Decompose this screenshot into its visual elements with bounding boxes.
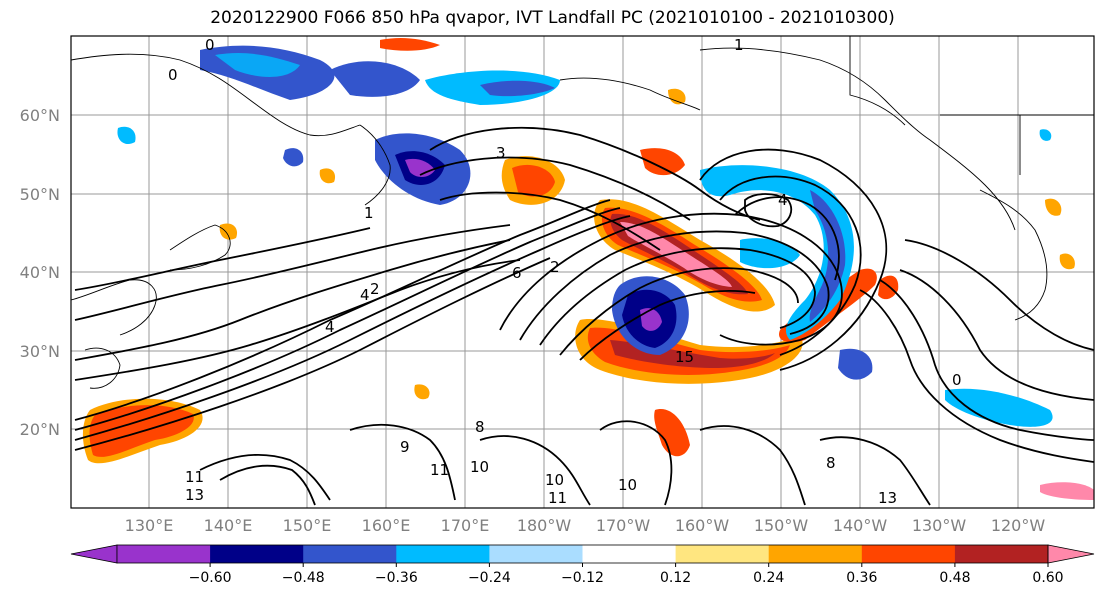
- colorbar-tick-label: −0.36: [375, 570, 418, 586]
- contour-label: 0: [952, 371, 962, 389]
- lon-label: 150°E: [283, 516, 332, 535]
- lon-label: 140°E: [204, 516, 253, 535]
- contour-label: 11: [185, 468, 204, 486]
- lon-label: 160°W: [675, 516, 730, 535]
- lat-label: 50°N: [20, 185, 60, 204]
- colorbar-tick-label: 0.36: [846, 570, 877, 586]
- map-border: [70, 35, 1095, 509]
- colorbar-segment: [675, 545, 770, 563]
- longitude-axis: 130°E 140°E 150°E 160°E 170°E 180°W 170°…: [125, 516, 1046, 535]
- contour-label: 3: [496, 144, 506, 162]
- colorbar-tick-label: 0.48: [939, 570, 970, 586]
- contour-label: 2: [550, 258, 560, 276]
- colorbar-tick-label: −0.12: [561, 570, 604, 586]
- contour-label: 13: [185, 486, 204, 504]
- latitude-axis: 60°N 50°N 40°N 30°N 20°N: [20, 106, 60, 439]
- lat-label: 30°N: [20, 342, 60, 361]
- contour-label: 0: [168, 66, 178, 84]
- colorbar-segment: [210, 545, 304, 563]
- contour-label: 13: [878, 489, 897, 507]
- contour-label: 11: [430, 461, 449, 479]
- contour-label: 0: [205, 36, 215, 54]
- colorbar-segment: [954, 545, 1049, 563]
- colorbar-segment: [396, 545, 490, 563]
- lon-label: 160°E: [362, 516, 411, 535]
- contour-label: 11: [548, 489, 567, 507]
- contour-label: 8: [826, 454, 836, 472]
- contour-label: 1: [734, 36, 744, 54]
- colorbar: −0.60 −0.48 −0.36 −0.24 −0.12 0.12 0.24 0.36 0.4…: [70, 544, 1095, 586]
- colorbar-tick-label: 0.60: [1032, 570, 1063, 586]
- contour-label: 10: [470, 458, 489, 476]
- map-title: 2020122900 F066 850 hPa qvapor, IVT Land…: [210, 8, 895, 28]
- contour-label: 10: [545, 471, 564, 489]
- colorbar-tick-label: 0.12: [660, 570, 691, 586]
- lon-label: 120°W: [991, 516, 1046, 535]
- colorbar-segment: [117, 545, 211, 563]
- colorbar-segment: [768, 545, 863, 563]
- contour-label: 10: [618, 476, 637, 494]
- coastlines: [71, 36, 1094, 389]
- contour-label: 9: [400, 438, 410, 456]
- map-plot-area: [71, 36, 1094, 508]
- colorbar-extend-high: [1047, 544, 1095, 564]
- contour-label: 4: [360, 286, 370, 304]
- lon-label: 150°W: [754, 516, 809, 535]
- colorbar-tick-label: 0.24: [753, 570, 784, 586]
- colorbar-extend-low: [70, 544, 118, 564]
- colorbar-segment: [489, 545, 583, 563]
- contour-label-group: 0 0 1 3 1 2 4 2 4 6 8 9 10 11 13 11 10 1…: [168, 36, 962, 507]
- lon-label: 170°E: [441, 516, 490, 535]
- colorbar-tick-label: −0.48: [282, 570, 325, 586]
- lon-label: 130°W: [912, 516, 967, 535]
- ivt-contours: [74, 126, 1094, 506]
- contour-label: 8: [475, 418, 485, 436]
- colorbar-segment: [582, 545, 677, 563]
- contour-label: 4: [325, 318, 335, 336]
- lon-label: 140°W: [833, 516, 888, 535]
- lat-label: 60°N: [20, 106, 60, 125]
- contour-label: 15: [675, 348, 694, 366]
- lon-label: 130°E: [125, 516, 174, 535]
- colorbar-segment: [861, 545, 956, 563]
- colorbar-tick-label: −0.60: [189, 570, 232, 586]
- colorbar-segment: [303, 545, 397, 563]
- contour-label: 1: [364, 204, 374, 222]
- contour-label: 2: [370, 280, 380, 298]
- lon-label: 170°W: [596, 516, 651, 535]
- contour-label: 6: [512, 264, 522, 282]
- colorbar-tick-label: −0.24: [468, 570, 511, 586]
- contour-label: 4: [778, 191, 788, 209]
- lat-label: 40°N: [20, 263, 60, 282]
- lat-label: 20°N: [20, 420, 60, 439]
- lon-label: 180°W: [517, 516, 572, 535]
